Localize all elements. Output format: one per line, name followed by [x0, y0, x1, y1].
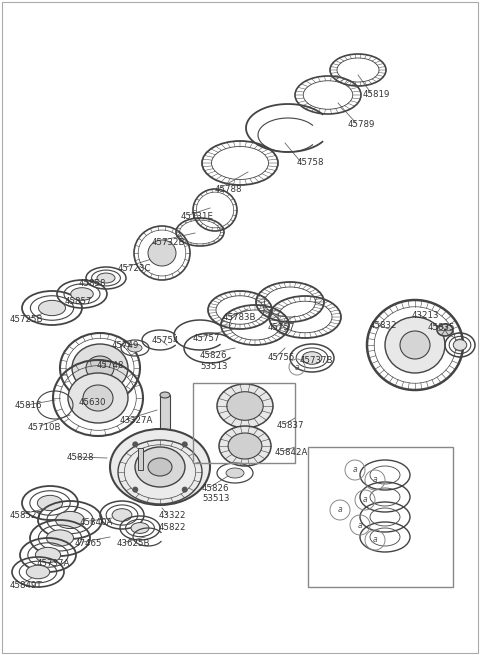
- Ellipse shape: [228, 433, 262, 459]
- Ellipse shape: [68, 373, 128, 423]
- Ellipse shape: [148, 240, 176, 266]
- Text: 45826: 45826: [202, 484, 229, 493]
- Text: 43625B: 43625B: [117, 539, 151, 548]
- Text: 53513: 53513: [202, 494, 229, 503]
- Ellipse shape: [227, 392, 263, 421]
- Ellipse shape: [83, 385, 113, 411]
- Text: 45737B: 45737B: [300, 356, 334, 365]
- Ellipse shape: [71, 288, 93, 300]
- Text: 45737A: 45737A: [37, 559, 71, 568]
- Text: 45788: 45788: [215, 185, 242, 194]
- Ellipse shape: [400, 331, 430, 359]
- Text: 45748: 45748: [97, 361, 124, 370]
- Text: 45826: 45826: [200, 351, 228, 360]
- Bar: [160, 395, 170, 440]
- Ellipse shape: [56, 512, 84, 529]
- Ellipse shape: [128, 344, 142, 352]
- Ellipse shape: [131, 523, 149, 533]
- Text: 53513: 53513: [200, 362, 228, 371]
- Ellipse shape: [148, 458, 172, 476]
- Text: 45849T: 45849T: [10, 581, 43, 590]
- Text: 45723C: 45723C: [118, 264, 152, 273]
- Text: 43213: 43213: [412, 311, 440, 320]
- Text: 45630: 45630: [79, 398, 107, 407]
- Text: a: a: [358, 521, 362, 529]
- Ellipse shape: [437, 324, 453, 336]
- Ellipse shape: [37, 495, 62, 511]
- Text: a: a: [363, 495, 367, 504]
- Text: 45757: 45757: [193, 334, 220, 343]
- Text: 45857: 45857: [65, 297, 93, 306]
- Text: 45757: 45757: [268, 323, 296, 332]
- Circle shape: [182, 441, 188, 447]
- Ellipse shape: [110, 429, 210, 505]
- Circle shape: [132, 441, 138, 447]
- Text: 45725B: 45725B: [10, 315, 44, 324]
- Ellipse shape: [47, 530, 73, 546]
- Text: a: a: [295, 362, 300, 371]
- Text: 45731E: 45731E: [181, 212, 214, 221]
- Text: a: a: [372, 476, 377, 485]
- Text: 43322: 43322: [159, 511, 187, 520]
- Ellipse shape: [453, 339, 467, 350]
- Ellipse shape: [160, 392, 170, 398]
- Text: 47465: 47465: [75, 539, 103, 548]
- Text: a: a: [353, 466, 357, 474]
- Text: 45837: 45837: [277, 421, 304, 430]
- Circle shape: [132, 487, 138, 493]
- Text: a: a: [338, 506, 342, 514]
- Text: 45754: 45754: [152, 336, 180, 345]
- Ellipse shape: [135, 447, 185, 487]
- Ellipse shape: [219, 426, 271, 466]
- Text: 45758: 45758: [297, 158, 324, 167]
- Ellipse shape: [226, 468, 244, 478]
- Text: 45749: 45749: [112, 341, 139, 350]
- Bar: [193, 383, 295, 463]
- Text: 45732B: 45732B: [152, 238, 185, 247]
- Bar: [138, 448, 143, 470]
- Text: 45842A: 45842A: [275, 448, 308, 457]
- Text: 45819: 45819: [363, 90, 390, 99]
- Text: 45840A: 45840A: [80, 518, 113, 527]
- Text: 45816: 45816: [15, 401, 43, 410]
- Text: 45828: 45828: [67, 453, 95, 462]
- Text: 45755: 45755: [268, 353, 296, 362]
- Ellipse shape: [26, 565, 50, 579]
- Ellipse shape: [385, 317, 445, 373]
- Ellipse shape: [36, 548, 60, 563]
- Text: 45835: 45835: [428, 323, 456, 332]
- Ellipse shape: [72, 344, 128, 392]
- Text: a: a: [372, 536, 377, 544]
- Circle shape: [182, 487, 188, 493]
- Ellipse shape: [86, 356, 114, 380]
- Text: 45832: 45832: [370, 321, 397, 330]
- Ellipse shape: [217, 384, 273, 428]
- Ellipse shape: [97, 273, 115, 283]
- Text: 45858: 45858: [79, 279, 107, 288]
- Text: 45852T: 45852T: [10, 511, 43, 520]
- Bar: [308, 447, 453, 587]
- Text: 45822: 45822: [159, 523, 187, 532]
- Text: 43327A: 43327A: [120, 416, 154, 425]
- Ellipse shape: [38, 301, 65, 316]
- Text: 45783B: 45783B: [223, 313, 256, 322]
- Text: 45710B: 45710B: [28, 423, 61, 432]
- Ellipse shape: [112, 509, 132, 521]
- Ellipse shape: [302, 352, 322, 364]
- Text: 45789: 45789: [348, 120, 375, 129]
